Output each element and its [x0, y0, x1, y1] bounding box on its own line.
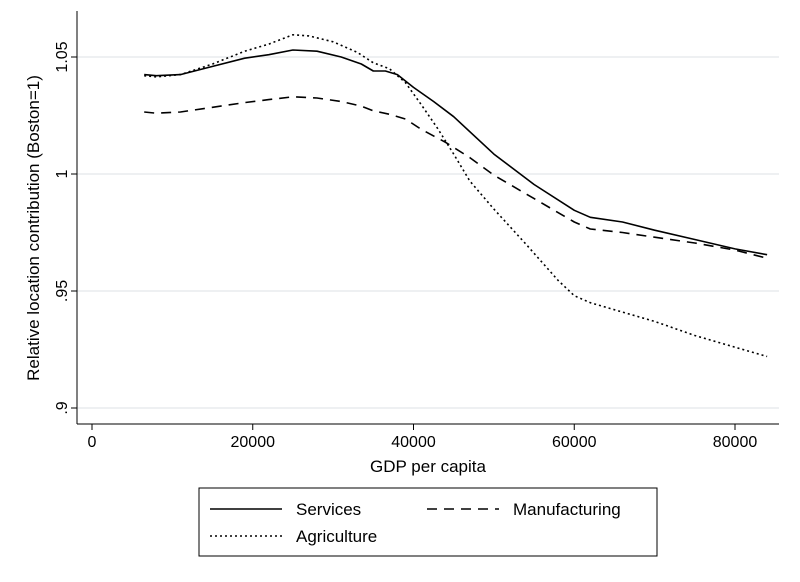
x-tick-label-60000: 60000 [552, 434, 597, 451]
x-tick-label-40000: 40000 [391, 434, 436, 451]
series-line-manufacturing [144, 96, 768, 259]
y-tick-label-p95: .95 [54, 280, 71, 302]
legend-label-agriculture: Agriculture [296, 527, 377, 546]
legend-label-manufacturing: Manufacturing [513, 500, 621, 519]
x-axis-title: GDP per capita [370, 457, 486, 476]
y-tick-label-1: 1 [54, 169, 71, 178]
ticks: .9 .95 1 1.05 0 20000 40000 60000 80000 [54, 41, 757, 451]
axes [76, 11, 779, 425]
y-tick-label-1p05: 1.05 [54, 41, 71, 72]
legend-label-services: Services [296, 500, 361, 519]
series [144, 34, 768, 358]
legend: Services Manufacturing Agriculture [198, 487, 658, 557]
x-tick-label-80000: 80000 [713, 434, 758, 451]
series-line-services [144, 49, 768, 256]
legend-box [198, 487, 658, 557]
y-axis-title: Relative location contribution (Boston=1… [24, 75, 43, 381]
x-tick-label-0: 0 [88, 434, 97, 451]
x-tick-label-20000: 20000 [231, 434, 276, 451]
grid-lines [77, 56, 779, 409]
y-tick-label-p9: .9 [54, 401, 71, 414]
